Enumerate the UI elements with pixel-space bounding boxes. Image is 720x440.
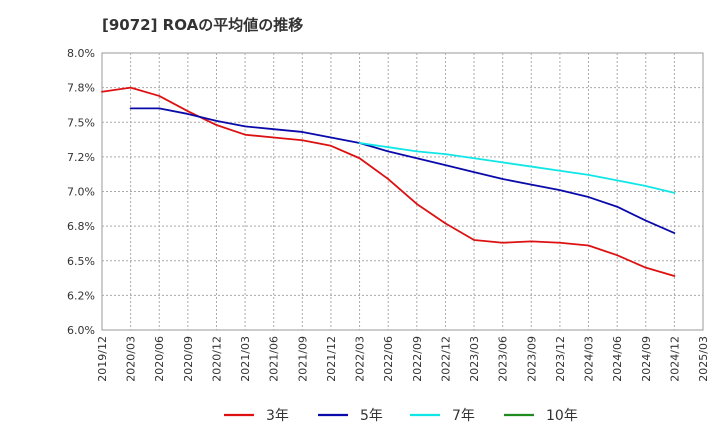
x-tick-label: 2022/06 xyxy=(382,336,395,382)
y-tick-label: 6.5% xyxy=(67,255,95,268)
x-tick-label: 2024/12 xyxy=(668,336,681,382)
y-tick-label: 7.5% xyxy=(67,116,95,129)
y-tick-label: 6.8% xyxy=(67,220,95,233)
legend-label: 10年 xyxy=(546,408,578,424)
x-tick-label: 2025/03 xyxy=(697,336,710,382)
x-tick-label: 2022/12 xyxy=(439,336,452,382)
x-axis: 2019/12 2020/03 2020/06 2020/09 2020/12 2021/… xyxy=(96,336,710,382)
x-tick-label: 2020/09 xyxy=(182,336,195,382)
series-line-7年 xyxy=(358,142,676,194)
y-tick-label: 6.0% xyxy=(67,324,95,337)
x-tick-label: 2021/12 xyxy=(325,336,338,382)
series-lines xyxy=(101,86,676,277)
x-tick-label: 2020/03 xyxy=(125,336,138,382)
grid-lines xyxy=(101,52,704,331)
x-tick-label: 2021/03 xyxy=(239,336,252,382)
x-tick-label: 2023/09 xyxy=(525,336,538,382)
legend-label: 7年 xyxy=(452,408,475,424)
legend-label: 5年 xyxy=(360,408,383,424)
x-tick-label: 2023/12 xyxy=(554,336,567,382)
x-tick-label: 2020/06 xyxy=(153,336,166,382)
y-tick-label: 7.2% xyxy=(67,151,95,164)
y-tick-label: 8.0% xyxy=(67,47,95,60)
x-tick-label: 2022/09 xyxy=(411,336,424,382)
legend: 3年 5年 7年 10年 xyxy=(224,408,578,424)
series-line-5年 xyxy=(129,107,676,234)
y-tick-label: 7.8% xyxy=(67,82,95,95)
x-tick-label: 2023/03 xyxy=(468,336,481,382)
x-tick-label: 2019/12 xyxy=(96,336,109,382)
x-tick-label: 2022/03 xyxy=(354,336,367,382)
x-tick-label: 2024/09 xyxy=(640,336,653,382)
y-tick-label: 7.0% xyxy=(67,186,95,199)
x-tick-label: 2021/09 xyxy=(296,336,309,382)
y-axis: 6.0% 6.2% 6.5% 6.8% 7.0% 7.2% 7.5% 7.8% 8.0% xyxy=(67,47,95,337)
chart-title: [9072] ROAの平均値の推移 xyxy=(102,16,304,34)
x-tick-label: 2021/06 xyxy=(268,336,281,382)
x-tick-label: 2024/06 xyxy=(611,336,624,382)
y-tick-label: 6.2% xyxy=(67,289,95,302)
legend-label: 3年 xyxy=(266,408,289,424)
x-tick-label: 2024/03 xyxy=(583,336,596,382)
x-tick-label: 2023/06 xyxy=(497,336,510,382)
x-tick-label: 2020/12 xyxy=(210,336,223,382)
